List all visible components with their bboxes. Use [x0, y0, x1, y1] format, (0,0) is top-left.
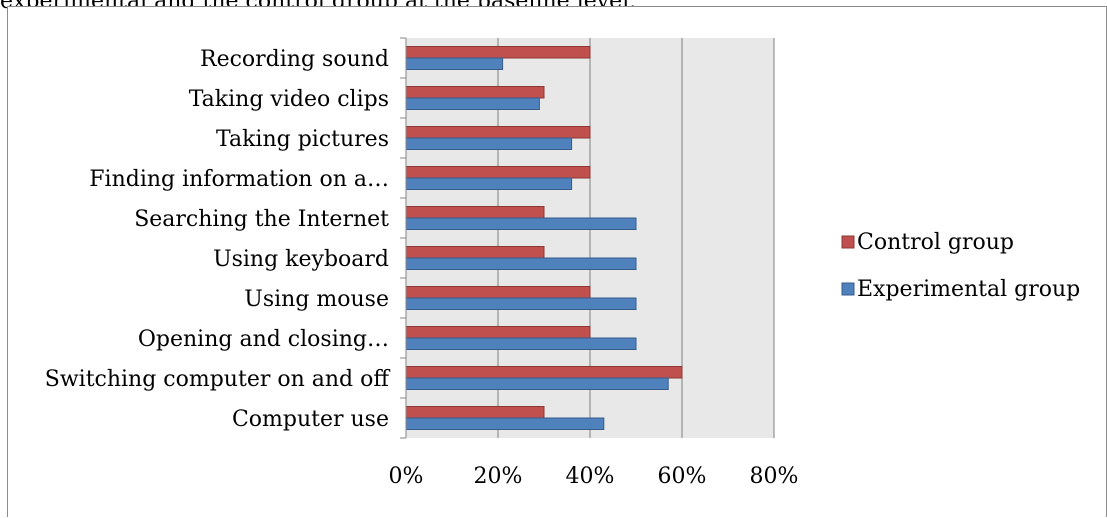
legend-control-group: Control group [841, 230, 1014, 255]
bar-control-group [405, 246, 545, 259]
category-label: Switching computer on and off [45, 367, 391, 392]
bar-control-group [405, 366, 683, 379]
legend-experimental-group: Experimental group [841, 277, 1080, 302]
bar-control-group [405, 86, 545, 99]
bar-experimental-group [405, 297, 637, 310]
bar-control-group [405, 46, 591, 59]
bar-experimental-group [405, 337, 637, 350]
category-label: Taking pictures [216, 127, 389, 152]
x-tick-label: 20% [474, 464, 523, 489]
chart-frame: Recording sound Taking video clips Taking … [7, 6, 1107, 517]
x-tick-label: 0% [389, 464, 424, 489]
bar-control-group [405, 166, 591, 179]
bar-control-group [405, 126, 591, 139]
category-label: Finding information on a… [89, 167, 389, 192]
category-label: Opening and closing… [138, 327, 389, 352]
bar-control-group [405, 206, 545, 219]
bar-control-group [405, 326, 591, 339]
bar-experimental-group [405, 137, 573, 150]
bar-experimental-group [405, 177, 573, 190]
category-label: Computer use [232, 407, 389, 432]
bar-experimental-group [405, 57, 504, 70]
legend-label: Control group [857, 230, 1014, 255]
category-label: Using mouse [244, 287, 389, 312]
category-label: Searching the Internet [134, 207, 389, 232]
bar-experimental-group [405, 377, 669, 390]
bar-control-group [405, 406, 545, 419]
category-label: Recording sound [200, 47, 389, 72]
bar-control-group [405, 286, 591, 299]
category-label: Using keyboard [213, 247, 389, 272]
bar-experimental-group [405, 417, 605, 430]
bar-experimental-group [405, 217, 637, 230]
legend-swatch [841, 235, 855, 249]
x-tick-label: 80% [750, 464, 799, 489]
bar-experimental-group [405, 97, 540, 110]
legend-swatch [841, 282, 855, 296]
legend-label: Experimental group [857, 277, 1080, 302]
category-label: Taking video clips [189, 87, 389, 112]
bar-experimental-group [405, 257, 637, 270]
x-tick-label: 40% [566, 464, 615, 489]
bar-chart: Recording sound Taking video clips Taking … [45, 37, 1080, 489]
x-tick-label: 60% [658, 464, 707, 489]
